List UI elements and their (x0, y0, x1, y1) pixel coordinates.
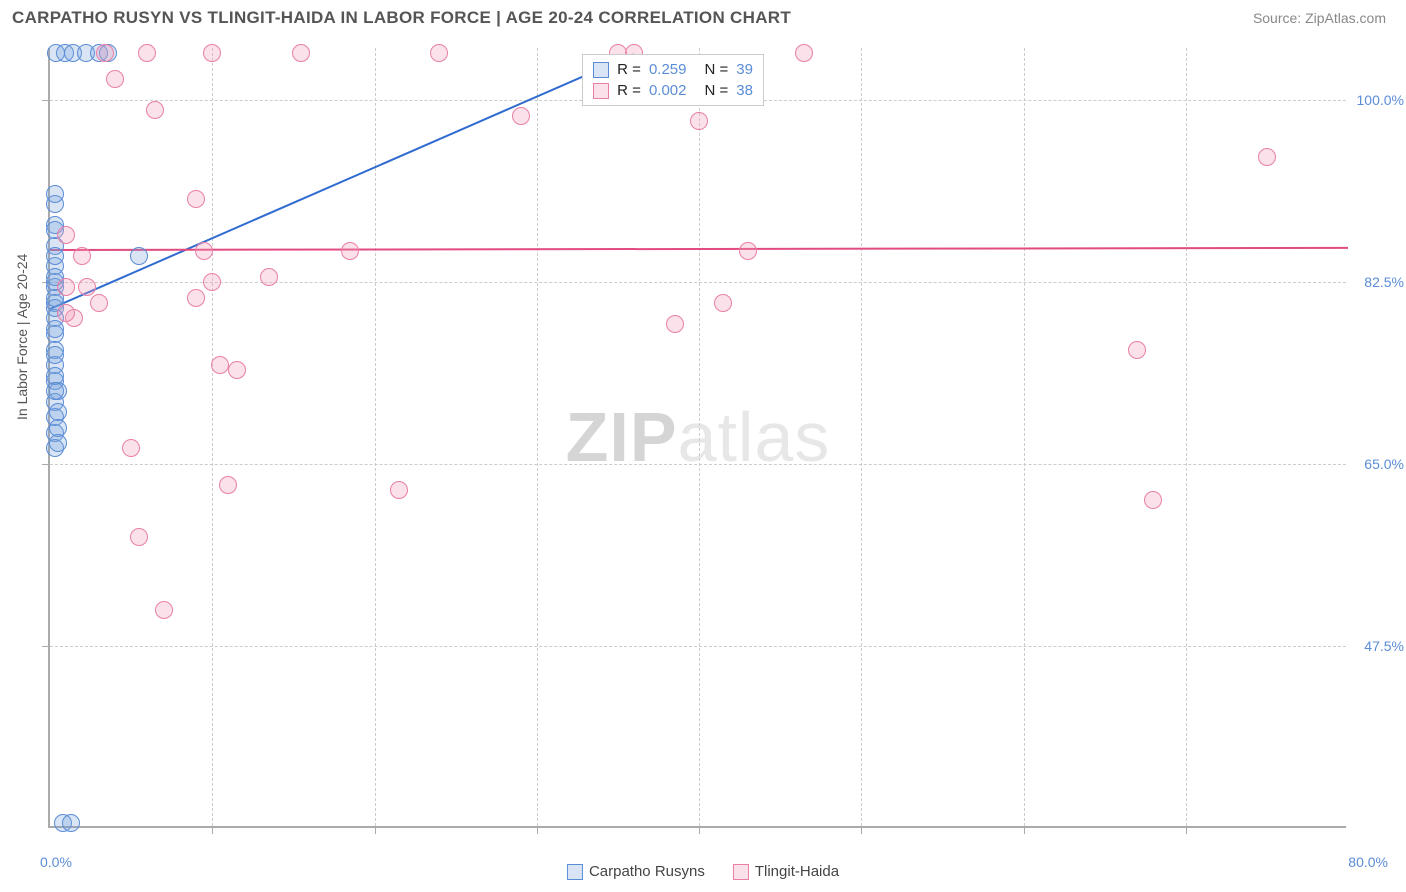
gridline-vertical (1186, 48, 1187, 826)
data-point (1128, 341, 1146, 359)
stat-r-value: 0.002 (649, 82, 687, 99)
x-tick (1024, 826, 1025, 834)
data-point (292, 44, 310, 62)
stat-n-value: 38 (736, 82, 753, 99)
stat-n-label: N = (704, 61, 728, 78)
data-point (1258, 148, 1276, 166)
watermark: ZIPatlas (566, 397, 831, 477)
y-tick (42, 464, 50, 465)
data-point (46, 185, 64, 203)
stat-swatch-icon (593, 62, 609, 78)
y-axis-label: In Labor Force | Age 20-24 (14, 254, 30, 420)
data-point (203, 273, 221, 291)
x-tick (1186, 826, 1187, 834)
gridline-vertical (861, 48, 862, 826)
data-point (49, 434, 67, 452)
source-attribution: Source: ZipAtlas.com (1253, 10, 1386, 26)
data-point (219, 476, 237, 494)
y-tick-label: 82.5% (1364, 274, 1404, 290)
data-point (46, 247, 64, 265)
data-point (96, 44, 114, 62)
data-point (130, 528, 148, 546)
data-point (260, 268, 278, 286)
x-tick (212, 826, 213, 834)
stat-row: R = 0.002 N = 38 (593, 80, 753, 101)
data-point (106, 70, 124, 88)
x-tick (861, 826, 862, 834)
data-point (78, 278, 96, 296)
gridline-horizontal (50, 282, 1346, 283)
y-tick (42, 100, 50, 101)
legend-swatch-icon (733, 864, 749, 880)
y-tick (42, 646, 50, 647)
data-point (187, 190, 205, 208)
stat-swatch-icon (593, 83, 609, 99)
data-point (666, 315, 684, 333)
data-point (73, 247, 91, 265)
data-point (122, 439, 140, 457)
data-point (341, 242, 359, 260)
data-point (390, 481, 408, 499)
stat-n-value: 39 (736, 61, 753, 78)
gridline-horizontal (50, 646, 1346, 647)
legend-label: Tlingit-Haida (755, 863, 839, 880)
data-point (155, 601, 173, 619)
data-point (46, 320, 64, 338)
data-point (90, 294, 108, 312)
data-point (195, 242, 213, 260)
x-tick (699, 826, 700, 834)
x-axis-max-label: 80.0% (1348, 854, 1388, 870)
data-point (690, 112, 708, 130)
data-point (138, 44, 156, 62)
legend-item-carpatho: Carpatho Rusyns (567, 863, 705, 880)
chart-legend: Carpatho Rusyns Tlingit-Haida (567, 863, 839, 880)
data-point (57, 278, 75, 296)
y-tick-label: 47.5% (1364, 638, 1404, 654)
data-point (57, 226, 75, 244)
chart-title: CARPATHO RUSYN VS TLINGIT-HAIDA IN LABOR… (12, 8, 791, 28)
legend-item-tlingit: Tlingit-Haida (733, 863, 839, 880)
data-point (1144, 491, 1162, 509)
correlation-stats-box: R = 0.259 N = 39 R = 0.002 N = 38 (582, 54, 764, 106)
gridline-vertical (212, 48, 213, 826)
legend-swatch-icon (567, 864, 583, 880)
trend-line (50, 53, 635, 310)
data-point (795, 44, 813, 62)
x-tick (537, 826, 538, 834)
data-point (430, 44, 448, 62)
data-point (187, 289, 205, 307)
x-axis-min-label: 0.0% (40, 854, 72, 870)
data-point (146, 101, 164, 119)
data-point (203, 44, 221, 62)
data-point (739, 242, 757, 260)
data-point (512, 107, 530, 125)
scatter-chart: ZIPatlas 47.5%65.0%82.5%100.0%R =0.259N … (48, 48, 1346, 828)
x-tick (375, 826, 376, 834)
gridline-vertical (1024, 48, 1025, 826)
stat-n-label: N = (704, 82, 728, 99)
data-point (130, 247, 148, 265)
data-point (62, 814, 80, 832)
y-tick-label: 100.0% (1357, 92, 1404, 108)
data-point (57, 304, 75, 322)
y-tick-label: 65.0% (1364, 456, 1404, 472)
gridline-vertical (537, 48, 538, 826)
gridline-horizontal (50, 464, 1346, 465)
stat-r-value: 0.259 (649, 61, 687, 78)
stat-row: R = 0.259 N = 39 (593, 59, 753, 80)
data-point (714, 294, 732, 312)
data-point (228, 361, 246, 379)
legend-label: Carpatho Rusyns (589, 863, 705, 880)
data-point (46, 382, 64, 400)
data-point (46, 346, 64, 364)
stat-r-label: R = (617, 61, 641, 78)
stat-r-label: R = (617, 82, 641, 99)
gridline-vertical (699, 48, 700, 826)
